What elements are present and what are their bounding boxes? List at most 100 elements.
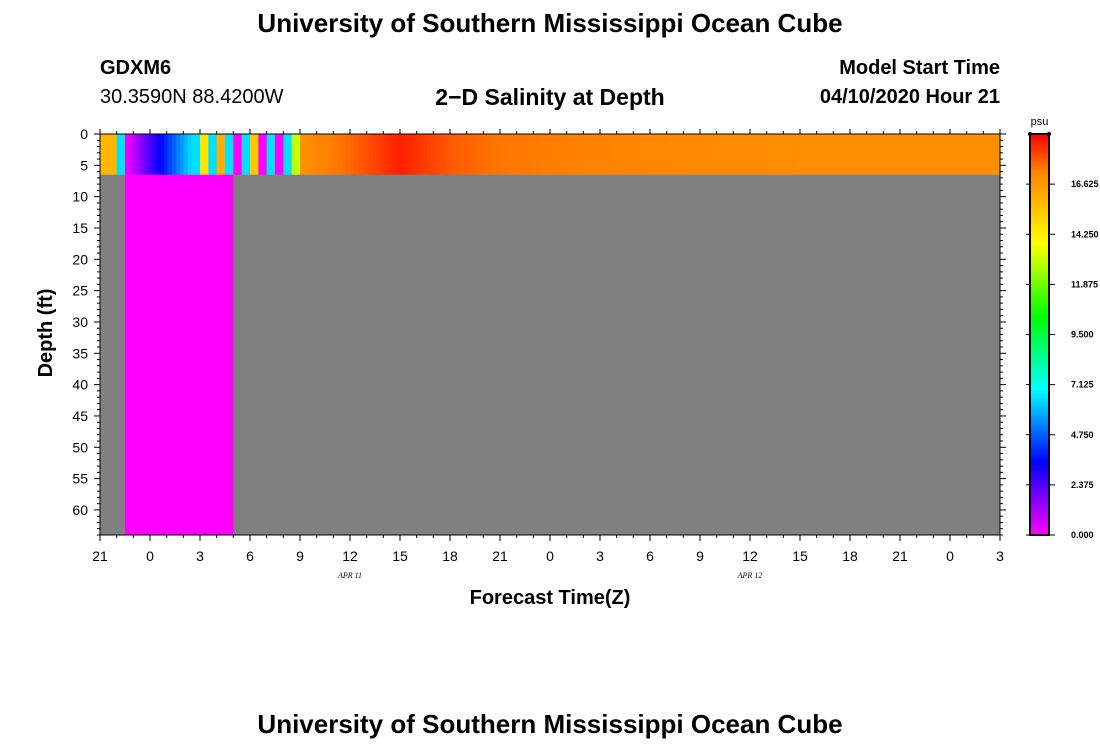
y-tick-label: 10 [72,189,88,205]
surface-salinity-cell [904,134,909,175]
surface-salinity-cell [492,134,497,175]
surface-salinity-cell [912,134,917,175]
surface-salinity-cell [808,134,813,175]
surface-salinity-cell [520,134,525,175]
y-tick-label: 50 [72,439,88,455]
surface-salinity-cell [672,134,677,175]
surface-salinity-cell [411,134,416,175]
colorbar-unit: psu [1031,116,1049,128]
surface-salinity-cell [948,134,953,175]
colorbar-label: 11.875 [1071,279,1098,289]
surface-salinity-cell [780,134,785,175]
surface-salinity-cell [254,134,259,175]
x-tick-label: 9 [296,548,304,564]
surface-salinity-cell [476,134,482,175]
no-data-background [100,134,1000,535]
surface-salinity-cell [928,134,933,175]
surface-salinity-cell [334,134,340,175]
surface-salinity-cell [828,134,833,175]
surface-salinity-cell [496,134,501,175]
surface-salinity-cell [976,134,981,175]
surface-salinity-cell [326,134,332,175]
surface-salinity-cell [696,134,701,175]
x-tick-label: 3 [596,548,604,564]
surface-salinity-cell [104,134,109,175]
surface-salinity-cell [200,134,205,175]
surface-salinity-cell [628,134,633,175]
x-tick-label: 12 [342,548,358,564]
surface-salinity-cell [992,134,997,175]
surface-salinity-cell [848,134,853,175]
surface-salinity-cell [172,134,177,175]
surface-salinity-cell [908,134,913,175]
surface-salinity-cell [430,134,436,175]
surface-salinity-cell [640,134,645,175]
surface-salinity-cell [258,134,264,175]
surface-salinity-cell [952,134,957,175]
surface-salinity-cell [796,134,801,175]
surface-salinity-cell [676,134,681,175]
plot-title: 2−D Salinity at Depth [435,84,665,110]
surface-salinity-cell [480,134,486,175]
x-tick-label: 12 [742,548,758,564]
surface-salinity-cell [724,134,729,175]
surface-salinity-cell [120,134,126,175]
surface-salinity-cell [616,134,621,175]
surface-salinity-cell [776,134,781,175]
surface-salinity-cell [233,134,239,175]
surface-salinity-cell [270,134,276,175]
surface-salinity-cell [888,134,893,175]
surface-salinity-cell [692,134,697,175]
surface-salinity-cell [315,134,320,175]
surface-salinity-cell [592,134,597,175]
surface-salinity-cell [241,134,247,175]
surface-salinity-cell [768,134,773,175]
surface-salinity-cell [229,134,234,175]
surface-salinity-cell [804,134,809,175]
surface-salinity-cell [237,134,243,175]
surface-salinity-cell [453,134,459,175]
y-tick-label: 55 [72,471,88,487]
surface-salinity-cell [656,134,661,175]
surface-salinity-cell [644,134,649,175]
x-tick-label: 0 [546,548,554,564]
surface-salinity-cell [524,134,529,175]
surface-salinity-cell [820,134,825,175]
colorbar-label: 4.750 [1071,430,1094,440]
plot-area [99,133,1001,536]
surface-salinity-cell [330,134,336,175]
y-tick-label: 0 [80,126,88,142]
surface-salinity-cell [512,134,517,175]
surface-salinity-cell [291,134,297,175]
surface-salinity-cell [704,134,709,175]
x-axis: 21 0 3 6 9 12 15 18 21 0 3 6 9 12 15 18 21 0 3 APR 11 APR 12 [92,129,1004,580]
surface-salinity-cell [353,134,359,175]
surface-salinity-cell [426,134,432,175]
surface-salinity-cell [624,134,629,175]
surface-salinity-cell [380,134,386,175]
surface-salinity-cell [596,134,601,175]
surface-salinity-cell [262,134,268,175]
surface-salinity-cell [350,134,355,175]
surface-salinity-cell [916,134,921,175]
x-tick-label: 3 [196,548,204,564]
surface-salinity-cell [132,134,138,175]
surface-salinity-cell [125,134,130,175]
surface-salinity-cell [968,134,973,175]
y-tick-label: 60 [72,502,88,518]
surface-salinity-cell [484,134,490,175]
surface-salinity-cell [552,134,557,175]
surface-salinity-cell [266,134,272,175]
surface-salinity-cell [932,134,937,175]
surface-salinity-cell [461,134,466,175]
surface-salinity-cell [568,134,573,175]
missing-data-column [125,134,234,535]
x-tick-label: 3 [996,548,1004,564]
surface-salinity-cell [688,134,693,175]
y-axis: 0 5 10 15 20 25 30 35 40 45 50 55 60 [72,126,1006,536]
surface-salinity-cell [764,134,769,175]
colorbar-label: 7.125 [1071,380,1094,390]
date-label: APR 11 [337,571,362,580]
surface-salinity-cell [924,134,929,175]
surface-salinity-cell [572,134,577,175]
